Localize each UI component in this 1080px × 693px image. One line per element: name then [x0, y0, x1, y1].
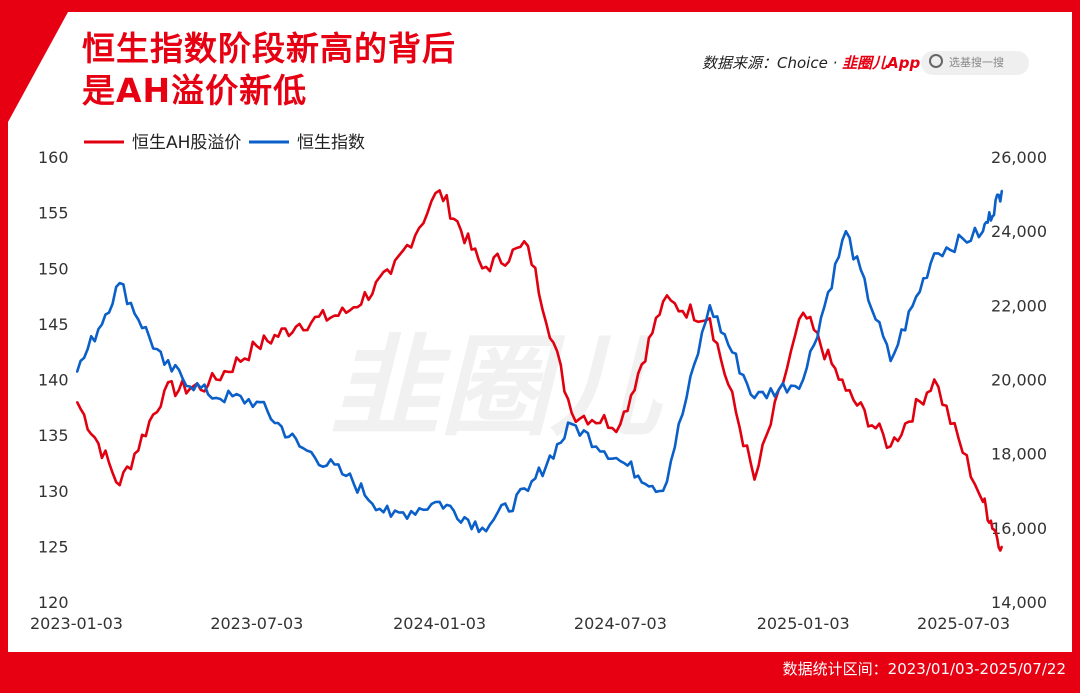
- right-tick-label: 24,000: [991, 222, 1047, 241]
- data-point: [527, 490, 529, 492]
- data-point: [933, 378, 936, 381]
- x-tick-label: 2025-07-03: [917, 614, 1010, 633]
- data-point: [709, 304, 711, 307]
- source-prefix: 数据来源：Choice ·: [702, 54, 843, 72]
- data-source: 数据来源：Choice · 韭圈儿App: [702, 52, 920, 73]
- data-point: [255, 401, 258, 403]
- data-point: [481, 267, 484, 270]
- data-point: [802, 312, 804, 314]
- data-point: [802, 378, 804, 381]
- data-point: [982, 230, 984, 232]
- data-point: [570, 412, 573, 414]
- right-tick-label: 18,000: [991, 445, 1047, 464]
- left-tick-label: 140: [38, 371, 69, 390]
- data-point: [438, 501, 441, 503]
- data-point: [662, 490, 664, 492]
- data-point: [889, 445, 892, 448]
- data-point: [619, 460, 622, 462]
- data-point: [1001, 189, 1003, 192]
- right-tick-label: 22,000: [991, 296, 1047, 315]
- data-point: [76, 371, 78, 373]
- data-point: [390, 515, 392, 518]
- data-point: [481, 527, 484, 529]
- data-point: [845, 230, 847, 232]
- data-point: [527, 245, 529, 247]
- title-line-2: 是AH溢价新低: [82, 71, 308, 110]
- legend-label: 恒生指数: [297, 133, 365, 153]
- data-point: [933, 252, 936, 255]
- series-line-1: [75, 190, 1004, 534]
- data-point: [753, 478, 756, 481]
- series-lines: [75, 189, 1004, 552]
- data-point: [390, 273, 392, 275]
- right-axis-ticks: 26,000 24,000 22,000 20,000 18,000 16,000 14,0…: [991, 148, 1047, 612]
- data-point: [1001, 545, 1003, 548]
- data-point: [570, 423, 573, 425]
- x-tick-label: 2023-07-03: [210, 614, 303, 633]
- data-point: [845, 389, 847, 392]
- legend: 恒生AH股溢价 恒生指数: [84, 133, 365, 153]
- data-point: [118, 282, 121, 284]
- corner-decoration: [8, 12, 68, 122]
- title-line-1: 恒生指数阶段新高的背后: [82, 29, 456, 68]
- right-tick-label: 16,000: [991, 519, 1047, 538]
- data-point: [163, 363, 166, 366]
- data-point: [438, 189, 441, 192]
- x-tick-label: 2025-01-03: [757, 614, 850, 633]
- data-point: [207, 384, 209, 386]
- data-point: [345, 312, 348, 314]
- search-placeholder: 选基搜一搜: [949, 56, 1004, 69]
- right-tick-label: 26,000: [991, 148, 1047, 167]
- x-tick-label: 2024-07-03: [574, 614, 667, 633]
- left-tick-label: 130: [38, 482, 69, 501]
- search-box[interactable]: 选基搜一搜: [921, 51, 1029, 75]
- left-tick-label: 145: [38, 315, 69, 334]
- right-tick-label: 14,000: [991, 593, 1047, 612]
- source-brand: 韭圈儿App: [842, 54, 921, 72]
- x-tick-label: 2023-01-03: [30, 614, 123, 633]
- left-tick-label: 120: [38, 593, 69, 612]
- data-point: [163, 389, 166, 392]
- x-axis-ticks: 2023-01-03 2023-07-03 2024-01-03 2024-07-03…: [30, 614, 1010, 633]
- data-point: [298, 445, 301, 448]
- right-tick-label: 20,000: [991, 371, 1047, 390]
- data-point: [619, 423, 622, 425]
- watermark: 韭圈儿: [330, 323, 664, 451]
- left-tick-label: 150: [38, 259, 69, 278]
- data-point: [889, 360, 892, 362]
- data-point: [76, 401, 78, 403]
- data-point: [709, 317, 711, 320]
- data-point: [207, 393, 209, 396]
- left-tick-label: 160: [38, 148, 69, 167]
- x-tick-label: 2024-01-03: [393, 614, 486, 633]
- left-axis-ticks: 160 155 150 145 140 135 130 125 120: [38, 148, 69, 612]
- chart-card: 恒生指数阶段新高的背后 是AH溢价新低 数据来源：Choice · 韭圈儿App…: [8, 12, 1072, 652]
- data-point: [753, 397, 756, 399]
- data-point: [982, 501, 984, 503]
- left-tick-label: 155: [38, 204, 69, 223]
- date-range-footer: 数据统计区间：2023/01/03-2025/07/22: [782, 660, 1066, 678]
- data-point: [662, 300, 664, 303]
- left-tick-label: 125: [38, 537, 69, 556]
- data-point: [298, 323, 301, 325]
- data-point: [345, 475, 348, 477]
- series-line-0: [75, 189, 1004, 552]
- search-icon: [929, 54, 943, 68]
- chart-title: 恒生指数阶段新高的背后 是AH溢价新低: [82, 28, 456, 112]
- left-tick-label: 135: [38, 426, 69, 445]
- legend-label: 恒生AH股溢价: [132, 133, 241, 153]
- data-point: [118, 484, 121, 487]
- data-point: [255, 345, 258, 347]
